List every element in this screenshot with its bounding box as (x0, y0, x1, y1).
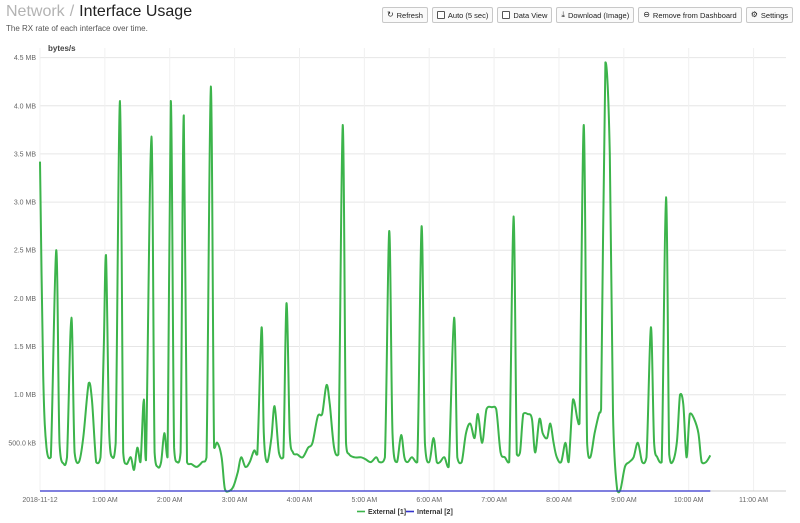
y-tick-label: 500.0 kB (8, 440, 36, 447)
y-tick-label: 4.0 MB (14, 103, 37, 110)
legend-item-internal[interactable]: Internal [2] (406, 509, 453, 516)
x-tick-label: 8:00 AM (546, 497, 572, 504)
page-header: Network / Interface Usage The RX rate of e… (6, 2, 192, 33)
download-image-button[interactable]: ⤓ Download (Image) (556, 7, 635, 23)
breadcrumb-network-link[interactable]: Network (6, 3, 65, 20)
x-tick-label: 11:00 AM (739, 497, 768, 504)
y-tick-label: 2.0 MB (14, 296, 37, 303)
y-tick-label: 2.5 MB (14, 248, 37, 255)
legend-label: External [1] (368, 509, 406, 516)
download-icon: ⤓ (561, 10, 565, 19)
checkbox-icon (502, 11, 511, 19)
x-tick-label: 6:00 AM (416, 497, 442, 504)
toolbar: ↻ Refresh Auto (5 sec) Data View ⤓ Downl… (381, 7, 793, 23)
x-tick-label: 2018-11-12 (22, 497, 57, 504)
remove-from-dashboard-button[interactable]: ⊖ Remove from Dashboard (638, 7, 742, 23)
checkbox-icon (436, 11, 445, 19)
breadcrumb-separator: / (69, 3, 75, 20)
y-tick-label: 4.5 MB (14, 55, 37, 62)
x-tick-label: 2:00 AM (157, 497, 183, 504)
gear-icon: ⚙ (750, 10, 758, 19)
settings-label: Settings (760, 10, 788, 20)
refresh-label: Refresh (396, 10, 423, 20)
x-tick-label: 3:00 AM (222, 497, 248, 504)
x-axis-ticks: 2018-11-12 1:00 AM 2:00 AM 3:00 AM 4:00 AM 5:… (22, 497, 768, 504)
download-label: Download (Image) (567, 10, 630, 20)
y-tick-label: 3.5 MB (14, 151, 37, 158)
auto-refresh-toggle[interactable]: Auto (5 sec) (431, 7, 494, 23)
x-tick-label: 1:00 AM (92, 497, 118, 504)
page-title: Interface Usage (79, 3, 193, 20)
x-tick-label: 10:00 AM (674, 497, 704, 504)
x-tick-label: 4:00 AM (287, 497, 313, 504)
x-tick-label: 7:00 AM (481, 497, 507, 504)
remove-label: Remove from Dashboard (652, 10, 737, 20)
y-tick-label: 1.0 MB (14, 392, 37, 399)
data-view-toggle[interactable]: Data View (497, 7, 553, 23)
chart-grid (39, 48, 786, 492)
refresh-icon: ↻ (386, 10, 394, 19)
chart-legend[interactable]: External [1] Internal [2] (357, 509, 453, 516)
legend-item-external[interactable]: External [1] (357, 509, 406, 516)
refresh-button[interactable]: ↻ Refresh (381, 7, 428, 23)
legend-label: Internal [2] (417, 509, 453, 516)
y-tick-label: 1.5 MB (14, 344, 37, 351)
y-axis-ticks: 500.0 kB 1.0 MB 1.5 MB 2.0 MB 2.5 MB 3.0 MB 3.… (8, 55, 36, 447)
page-subtitle: The RX rate of each interface over time. (6, 24, 148, 33)
auto-refresh-label: Auto (5 sec) (447, 10, 489, 20)
data-view-label: Data View (513, 10, 548, 20)
chart-series (39, 61, 712, 494)
minus-circle-icon: ⊖ (643, 10, 650, 19)
series-line-external (39, 61, 712, 494)
breadcrumb: Network / Interface Usage (6, 2, 192, 22)
y-axis-unit-label: bytes/s (48, 44, 76, 53)
x-tick-label: 5:00 AM (352, 497, 378, 504)
settings-button[interactable]: ⚙ Settings (745, 7, 793, 23)
y-tick-label: 3.0 MB (14, 200, 37, 207)
x-tick-label: 9:00 AM (611, 497, 637, 504)
